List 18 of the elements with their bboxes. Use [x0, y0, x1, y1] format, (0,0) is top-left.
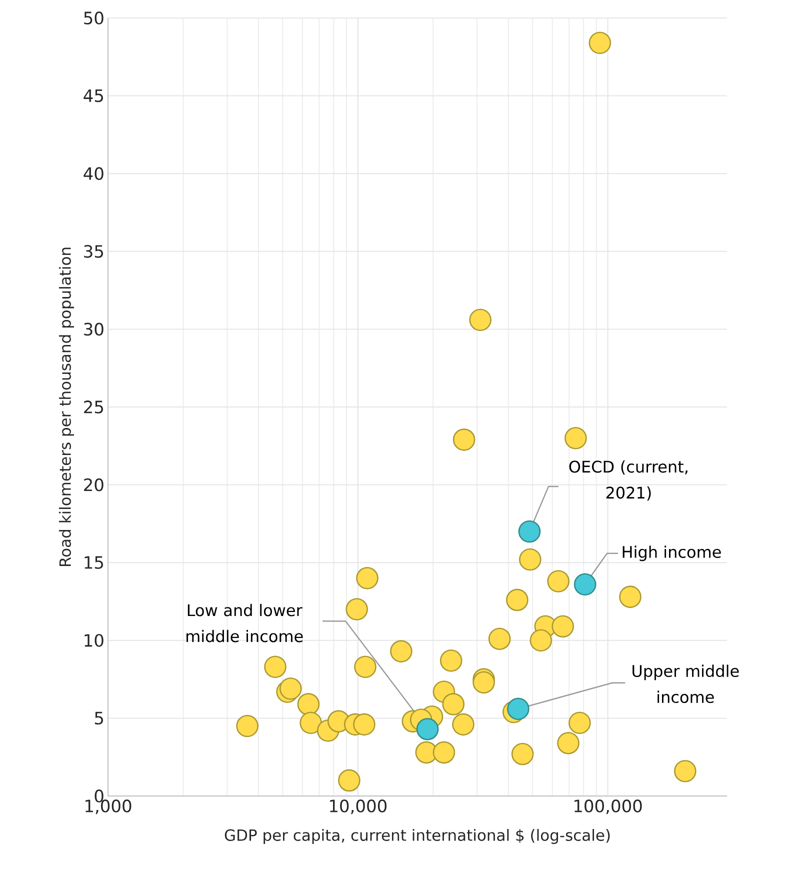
y-tick-label: 45 [84, 89, 103, 102]
y-tick-label: 50 [84, 12, 104, 24]
annotation: High income [622, 546, 721, 562]
y-tick-label: 15 [84, 556, 103, 569]
y-tick-label: 20 [84, 478, 104, 492]
y-axis-title: Road kilometers per thousand population [58, 248, 74, 566]
annotation: OECD (current, 2021) [569, 460, 688, 501]
annotation: Upper middle income [632, 664, 739, 704]
y-tick-label: 40 [84, 167, 104, 180]
y-tick-label: 5 [94, 712, 103, 725]
y-tick-label: 35 [84, 244, 103, 258]
y-tick-label: 25 [84, 400, 103, 414]
annotation: Low and lower middle income [186, 604, 303, 642]
x-tick-label: 100,000 [574, 800, 642, 814]
x-tick-label: 10,000 [330, 800, 387, 814]
x-axis-title: GDP per capita, current international $ (log-scale) [224, 828, 610, 844]
y-tick-label: 10 [84, 634, 104, 647]
y-tick-label: 30 [84, 322, 104, 336]
